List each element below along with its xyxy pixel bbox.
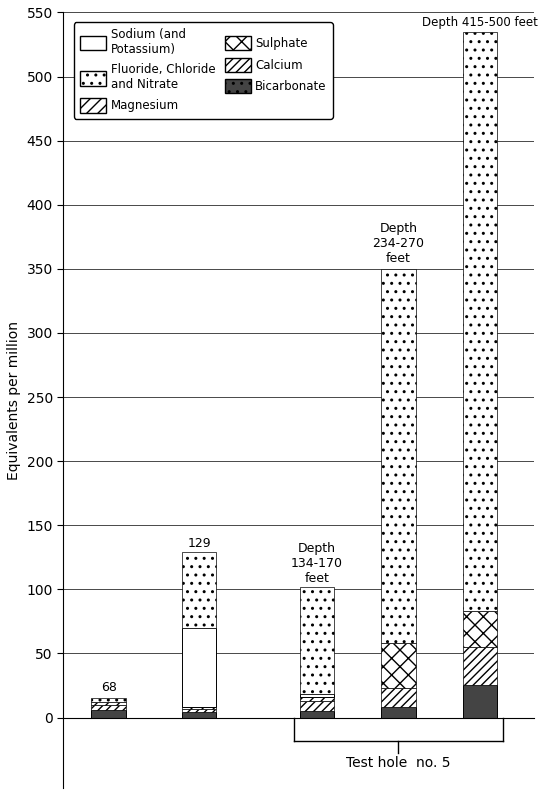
Bar [91, 698, 126, 702]
Bar [300, 701, 334, 712]
Bar [182, 553, 216, 628]
Bar [381, 269, 416, 643]
Bar [381, 643, 416, 688]
Bar [463, 685, 497, 718]
Text: Depth 415-500 feet: Depth 415-500 feet [422, 16, 538, 29]
Legend: Sodium (and
Potassium), Fluoride, Chloride
and Nitrate, Magnesium, Sulphate, Cal: Sodium (and Potassium), Fluoride, Chlori… [74, 22, 333, 118]
Bar [182, 708, 216, 712]
Bar [300, 587, 334, 695]
Text: Depth
134-170
feet: Depth 134-170 feet [291, 542, 343, 585]
Y-axis label: Equivalents per million: Equivalents per million [7, 320, 21, 479]
Bar [463, 32, 497, 611]
Bar [300, 712, 334, 718]
Text: Test hole  no. 5: Test hole no. 5 [346, 756, 450, 770]
Text: 68: 68 [101, 681, 117, 695]
Text: Depth
234-270
feet: Depth 234-270 feet [372, 222, 425, 265]
Bar [381, 708, 416, 718]
Bar [463, 647, 497, 685]
Bar [463, 611, 497, 647]
Bar [182, 628, 216, 708]
Bar [91, 702, 126, 704]
Bar [381, 688, 416, 708]
Bar [300, 695, 334, 697]
Bar [182, 712, 216, 718]
Bar [91, 704, 126, 710]
Bar [300, 697, 334, 701]
Text: 129: 129 [188, 537, 211, 549]
Bar [91, 710, 126, 718]
